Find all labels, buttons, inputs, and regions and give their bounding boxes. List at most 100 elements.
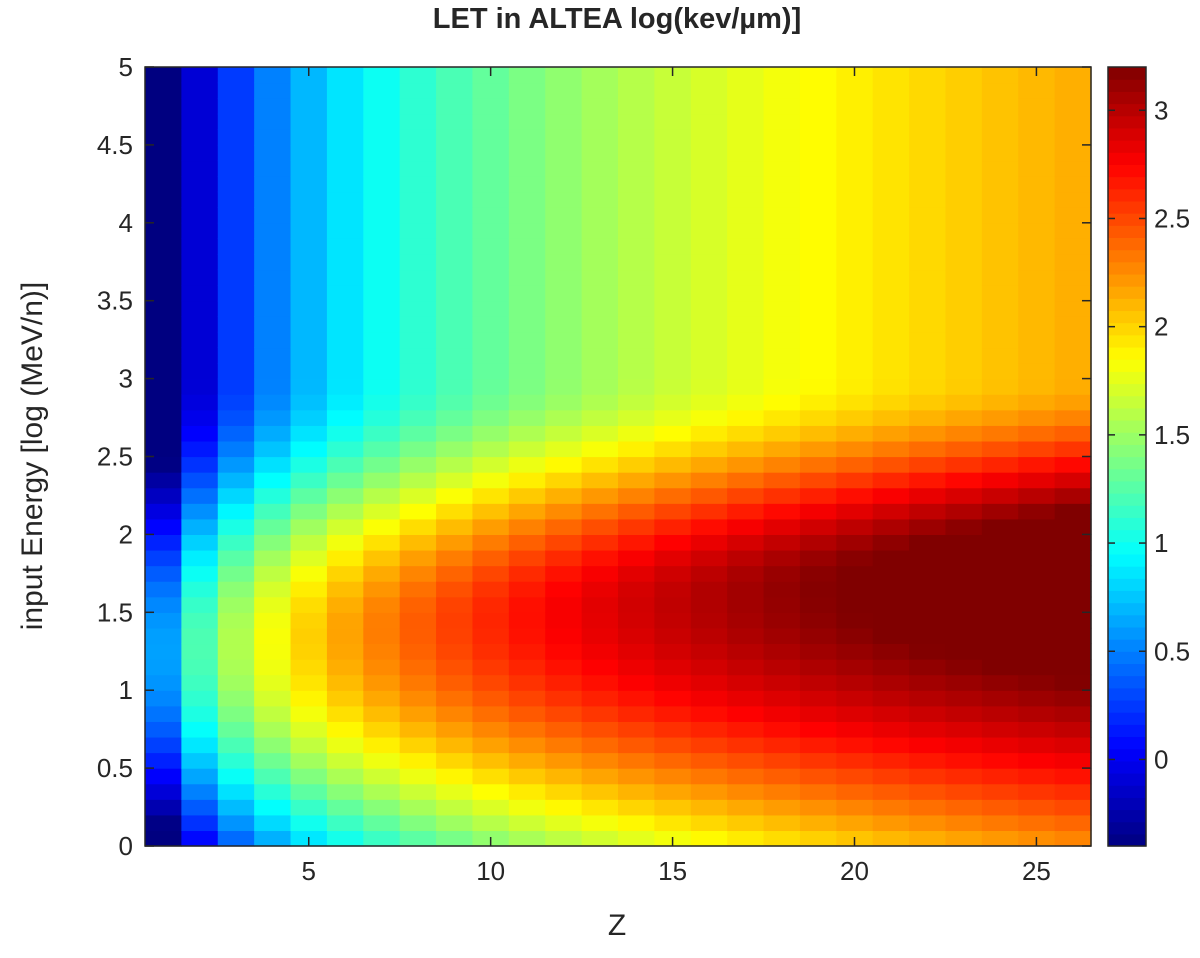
heatmap-cell [1054,238,1092,255]
heatmap-cell [545,456,583,473]
heatmap-cell [872,674,910,691]
heatmap-cell [326,487,364,504]
heatmap-cell [727,191,765,208]
heatmap-cell [290,456,328,473]
colorbar-swatch [1108,249,1146,263]
heatmap-cell [472,363,510,380]
heatmap-cell [872,207,910,224]
heatmap-cell [254,674,292,691]
heatmap-cell [763,690,801,707]
heatmap-cell [545,285,583,302]
heatmap-cell [799,238,837,255]
heatmap-cell [254,830,292,847]
heatmap-cell [508,752,546,769]
heatmap-cell [145,565,182,582]
heatmap-cell [254,129,292,146]
heatmap-cell [145,596,182,613]
heatmap-cell [945,144,983,162]
heatmap-cell [254,534,292,551]
heatmap-cell [1054,783,1092,800]
heatmap-cell [690,596,728,613]
heatmap-cell [909,98,947,115]
heatmap-cell [654,581,692,598]
heatmap-cell [545,643,583,660]
heatmap-cell [326,752,364,769]
heatmap-cell [290,472,328,489]
heatmap-cell [618,705,655,722]
heatmap-cell [436,331,474,349]
heatmap-cell [763,799,801,816]
heatmap-cell [145,534,182,551]
heatmap-cell [945,191,983,208]
heatmap-cell [508,160,546,177]
heatmap-cell [472,565,510,582]
heatmap-cell [436,768,474,785]
heatmap-cell [545,768,583,785]
heatmap-cell [690,612,728,629]
heatmap-cell [399,113,437,130]
heatmap-cell [1018,596,1056,613]
heatmap-cell [799,347,837,364]
heatmap-cell [145,98,182,115]
heatmap-cell [690,565,728,582]
heatmap-cell [181,207,219,224]
heatmap-cell [1018,814,1056,832]
heatmap-cell [945,98,983,115]
heatmap-cell [799,363,837,380]
heatmap-cell [799,331,837,349]
heatmap-cell [1054,300,1092,317]
heatmap-cell [945,238,983,255]
heatmap-cell [727,394,765,411]
heatmap-cell [436,596,474,613]
heatmap-cells [145,67,1092,847]
colorbar-swatch [1108,115,1146,129]
heatmap-cell [217,643,255,660]
heatmap-cell [217,472,255,489]
heatmap-cell [508,721,546,738]
heatmap-cell [909,705,947,722]
heatmap-cell [690,736,728,754]
heatmap-cell [836,721,874,738]
heatmap-cell [145,581,182,598]
heatmap-cell [181,409,219,426]
heatmap-cell [654,409,692,426]
heatmap-cell [326,238,364,255]
colorbar-swatch [1108,468,1146,482]
heatmap-cell [399,736,437,754]
heatmap-cell [909,799,947,816]
heatmap-cell [690,144,728,162]
y-tick-label: 1.5 [97,597,133,627]
heatmap-cell [508,518,546,535]
heatmap-cell [799,456,837,473]
heatmap-cell [545,690,583,707]
heatmap-cell [872,113,910,130]
heatmap-cell [945,565,983,582]
heatmap-cell [217,799,255,816]
heatmap-cell [872,534,910,551]
heatmap-cell [872,721,910,738]
heatmap-cell [872,814,910,832]
heatmap-cell [581,721,619,738]
heatmap-cell [690,425,728,442]
heatmap-cell [618,316,655,333]
colorbar-tick-label: 1 [1154,528,1168,558]
heatmap-cell [763,347,801,364]
heatmap-cell [836,612,874,629]
heatmap-cell [254,690,292,707]
heatmap-cell [181,472,219,489]
colorbar-swatch [1108,334,1146,348]
heatmap-cell [618,222,655,239]
heatmap-cell [145,472,182,489]
heatmap-cell [145,160,182,177]
heatmap-cell [581,518,619,535]
heatmap-cell [290,363,328,380]
heatmap-cell [727,253,765,271]
y-tick-label: 4.5 [97,130,133,160]
heatmap-cell [254,316,292,333]
heatmap-cell [1054,752,1092,769]
heatmap-cell [618,331,655,349]
heatmap-cell [254,581,292,598]
x-tick-label: 5 [301,856,315,886]
heatmap-cell [581,690,619,707]
heatmap-cell [618,425,655,442]
